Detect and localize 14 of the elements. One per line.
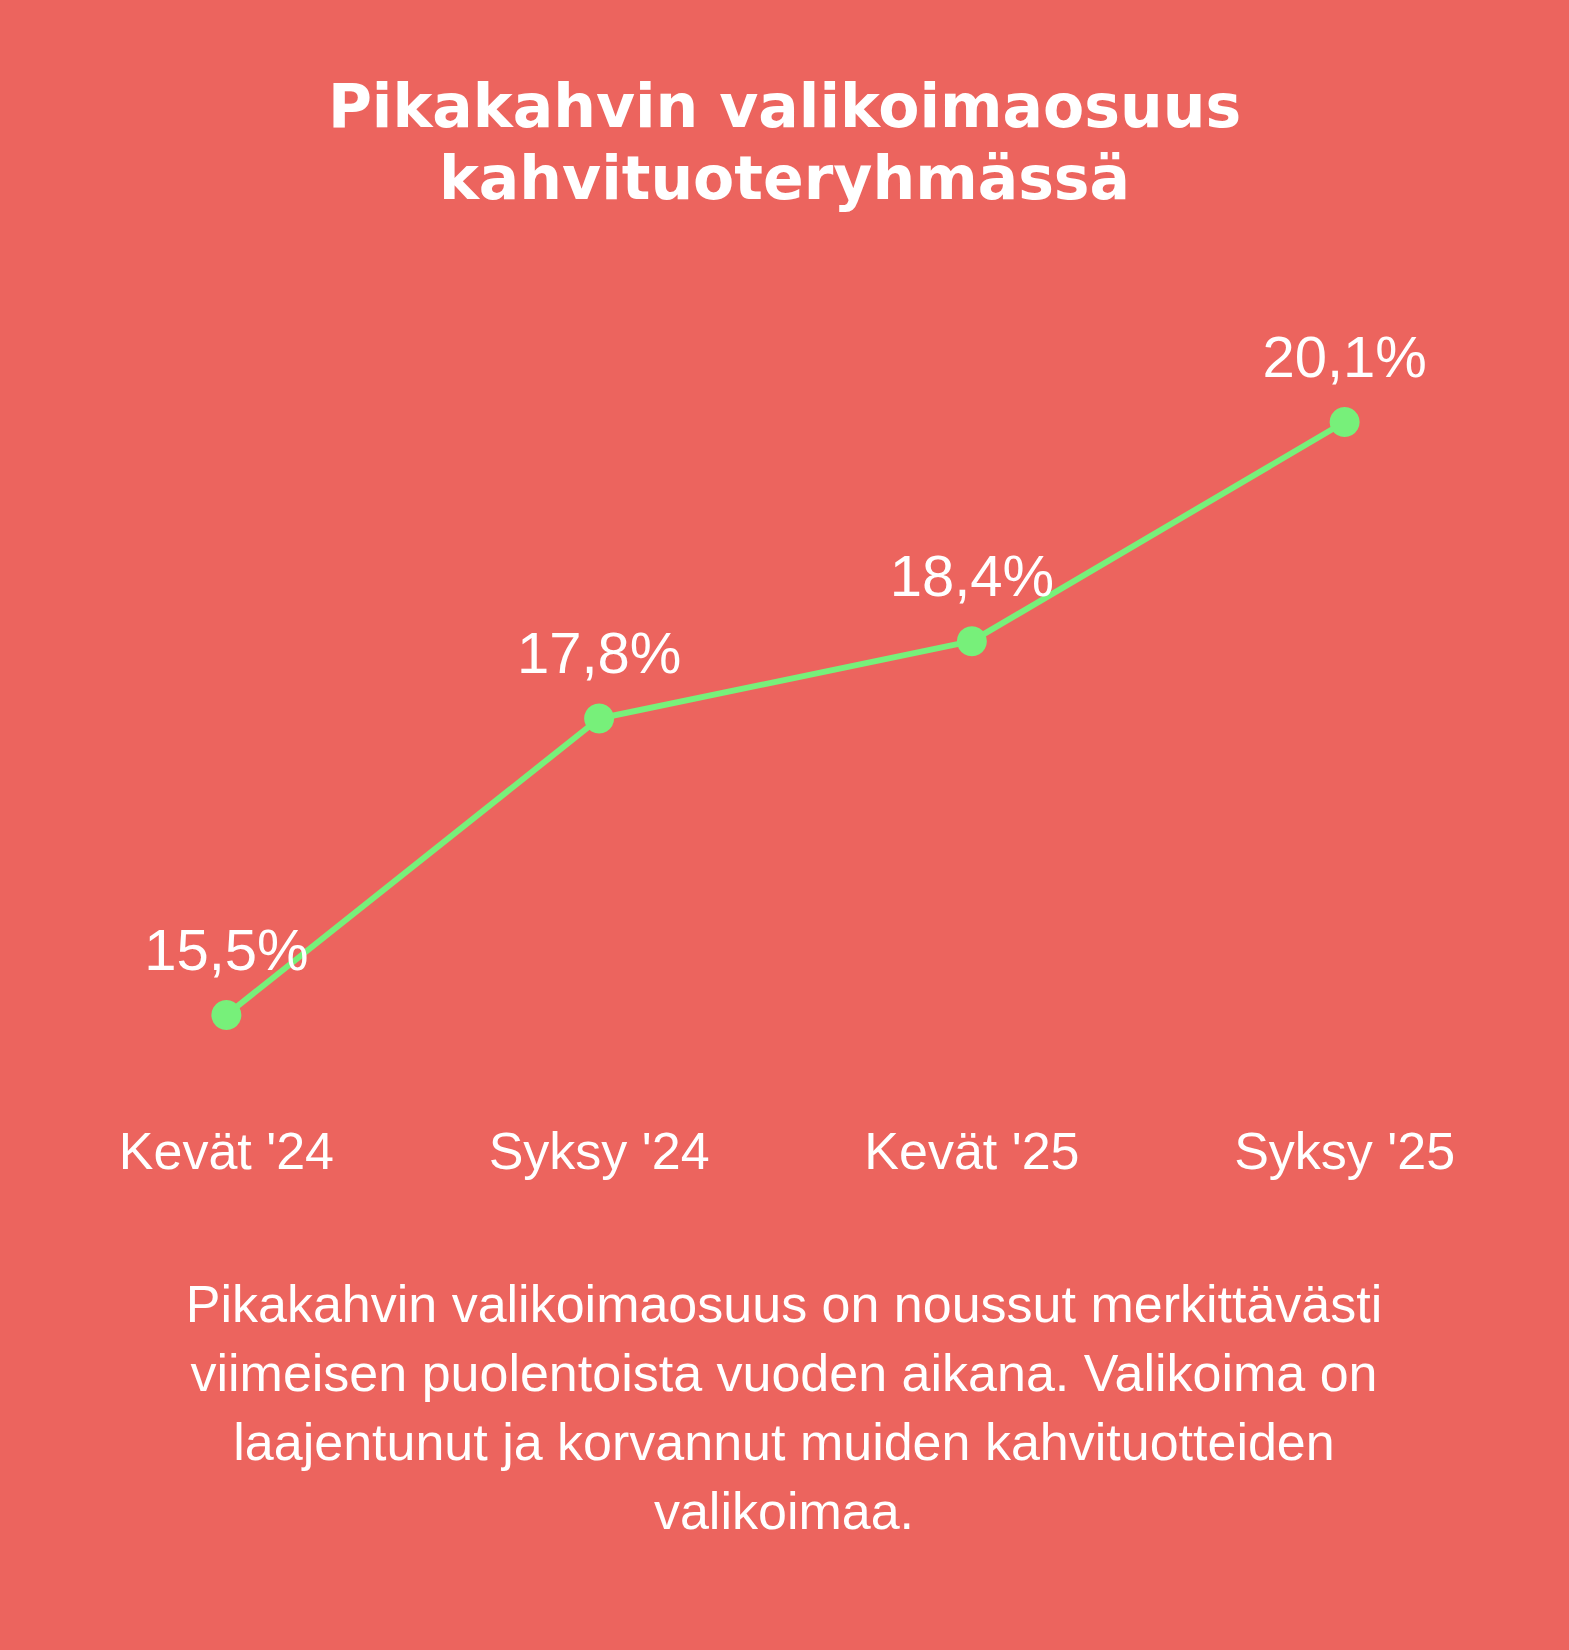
- point: [956, 626, 987, 657]
- chart-title: Pikakahvin valikoimaosuus kahvituoteryhmässä: [326, 70, 1243, 214]
- x-tick-label: Kevät '25: [864, 1122, 1080, 1180]
- data-label: 15,5%: [144, 916, 309, 982]
- data-label: 18,4%: [889, 542, 1055, 608]
- point: [1329, 407, 1360, 437]
- point: [584, 703, 615, 734]
- data-label: 17,8%: [516, 620, 682, 685]
- point: [211, 1000, 242, 1030]
- x-tick-label: Syksy '25: [1234, 1122, 1456, 1180]
- x-tick-label: Kevät '24: [118, 1122, 334, 1180]
- text: Pikakahvin valikoimaosuus on noussut merkittävästi viimeisen puolentoista vuoden aikana. Valikoima on laajentunut ja korvannut muiden kahvituotteiden valikoimaa.: [184, 1274, 1384, 1543]
- x-tick-label: Syksy '24: [488, 1122, 710, 1180]
- data-label: 20,1%: [1262, 323, 1427, 389]
